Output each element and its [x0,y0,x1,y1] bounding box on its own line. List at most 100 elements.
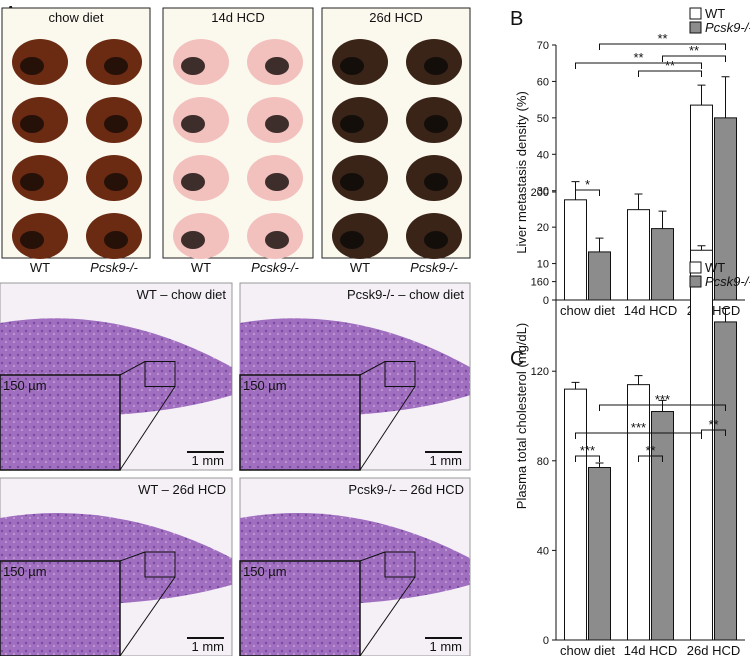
metastasis [181,231,205,249]
metastasis [20,173,44,191]
significance-bracket [638,70,702,77]
metastasis [181,57,205,75]
significance-label: ** [645,443,655,458]
panel-letter: B [510,8,523,30]
photo-title: 14d HCD [211,10,264,25]
y-tick-label: 10 [537,259,549,271]
significance-bracket [599,43,726,50]
metastasis [340,173,364,191]
significance-label: ** [689,43,699,58]
metastasis [104,57,128,75]
metastasis [340,231,364,249]
genotype-label: WT [30,260,50,275]
zoom-line [359,551,386,562]
significance-label: ** [633,50,643,65]
x-tick-label: chow diet [560,643,615,656]
zoom-box [384,361,416,387]
zoom-line [359,361,386,376]
error-bar [721,307,730,322]
y-tick-label: 30 [537,186,549,198]
metastasis [20,231,44,249]
significance-bracket [662,55,726,62]
significance-label: *** [631,420,646,435]
bar [714,321,737,641]
significance-bracket [701,429,726,436]
x-tick-label: 14d HCD [624,643,677,656]
inset-scale: 150 µm [243,378,287,393]
zoom-line [359,576,416,656]
error-bar [658,210,667,229]
inset [0,374,121,471]
bar [588,251,611,301]
metastasis [340,115,364,133]
metastasis [181,173,205,191]
y-tick-label: 70 [537,40,549,52]
y-axis-label: Liver metastasis density (%) [514,91,529,254]
significance-label: ** [708,417,718,432]
bar [690,249,713,641]
error-bar [697,84,706,106]
significance-bracket [638,455,663,462]
inset-scale: 150 µm [243,564,287,579]
bar [627,209,650,301]
significance-bracket [599,404,726,411]
genotype-label: WT [191,260,211,275]
error-bar [595,237,604,252]
error-bar [658,399,667,412]
legend-swatch [689,21,702,34]
metastasis [265,57,289,75]
metastasis [265,231,289,249]
significance-label: * [585,177,590,192]
bar [564,199,587,301]
y-tick-label: 0 [543,295,549,307]
zoom-box [144,551,176,578]
zoom-box [144,361,176,387]
legend-swatch [689,7,702,20]
y-tick-label: 60 [537,76,549,88]
inset [239,560,361,656]
genotype-label: Pcsk9-/- [410,260,458,275]
significance-label: *** [655,392,670,407]
y-tick-label: 80 [537,456,549,468]
metastasis [424,173,448,191]
error-bar [634,375,643,385]
legend-swatch [689,275,702,288]
bar [588,467,611,641]
y-tick-label: 40 [537,545,549,557]
inset-scale: 150 µm [3,564,47,579]
zoom-line [359,386,416,471]
inset [0,560,121,656]
y-tick-label: 160 [531,277,549,289]
legend-label: WT [705,6,725,21]
metastasis [424,115,448,133]
genotype-label: WT [350,260,370,275]
photo-title: 26d HCD [369,10,422,25]
metastasis [104,173,128,191]
zoom-line [119,576,176,656]
x-tick-label: chow diet [560,303,615,318]
y-axis-label: Plasma total cholesterol (mg/dL) [514,323,529,509]
genotype-label: Pcsk9-/- [251,260,299,275]
metastasis [104,115,128,133]
zoom-line [119,551,146,562]
y-tick-label: 50 [537,113,549,125]
error-bar [634,193,643,210]
legend-label: Pcsk9-/- [705,274,750,289]
genotype-label: Pcsk9-/- [90,260,138,275]
metastasis [181,115,205,133]
metastasis [265,173,289,191]
significance-bracket [575,62,702,69]
metastasis [20,115,44,133]
legend-swatch [689,261,702,274]
scale-label: 1 mm [192,639,225,654]
y-tick-label: 200 [531,187,549,199]
significance-bracket [575,455,600,462]
zoom-line [119,361,146,376]
legend-label: Pcsk9-/- [705,20,750,35]
scale-label: 1 mm [192,453,225,468]
bar [564,388,587,641]
histology-title: WT – 26d HCD [138,482,226,497]
metastasis [265,115,289,133]
scale-label: 1 mm [430,639,463,654]
